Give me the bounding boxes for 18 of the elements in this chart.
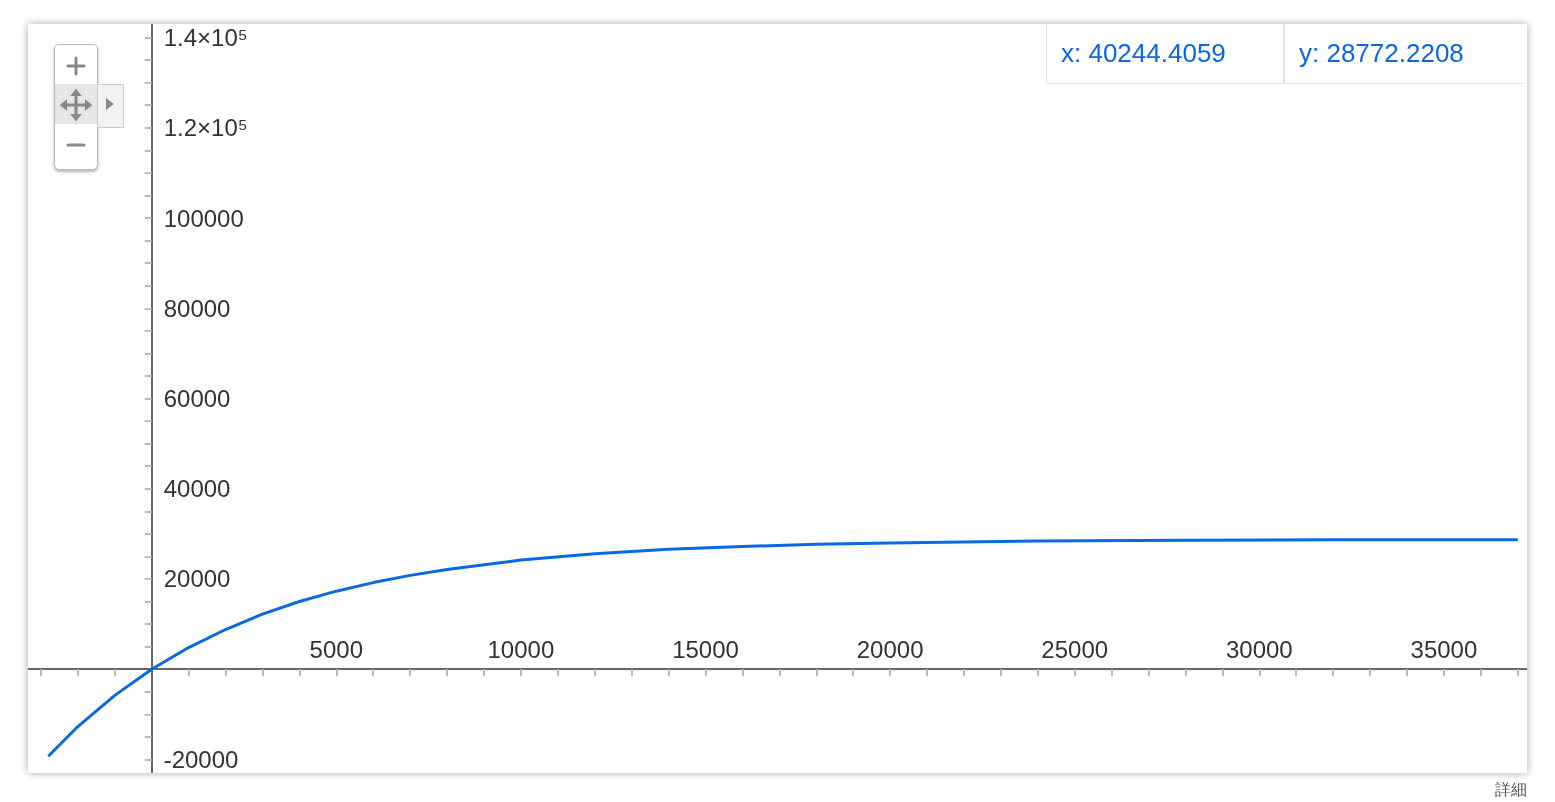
y-tick-label: 80000: [163, 294, 231, 322]
x-tick-label: 35000: [1410, 635, 1478, 663]
x-tick-label: 15000: [672, 635, 739, 663]
y-tick-label: 20000: [163, 565, 231, 593]
text: 詳細: [1495, 780, 1527, 800]
x-tick-label: 20000: [856, 635, 924, 663]
x-tick-label: 25000: [1041, 635, 1109, 663]
y-tick-label: 100000: [163, 204, 244, 232]
y-tick-label: -20000: [163, 745, 239, 773]
x-tick-label: 5000: [309, 635, 363, 663]
x-tick-label: 30000: [1225, 635, 1293, 663]
annotation: y: 28772.2208: [1283, 24, 1523, 83]
y-tick-label: 1.2×10⁵: [163, 114, 248, 142]
y-tick-label: 60000: [163, 385, 231, 412]
y-tick-label: 1.4×10⁵: [163, 24, 248, 52]
y-tick-label: 40000: [163, 475, 231, 503]
annotation: x: 40244.4059: [1060, 37, 1227, 70]
x-tick-label: 10000: [487, 635, 555, 663]
